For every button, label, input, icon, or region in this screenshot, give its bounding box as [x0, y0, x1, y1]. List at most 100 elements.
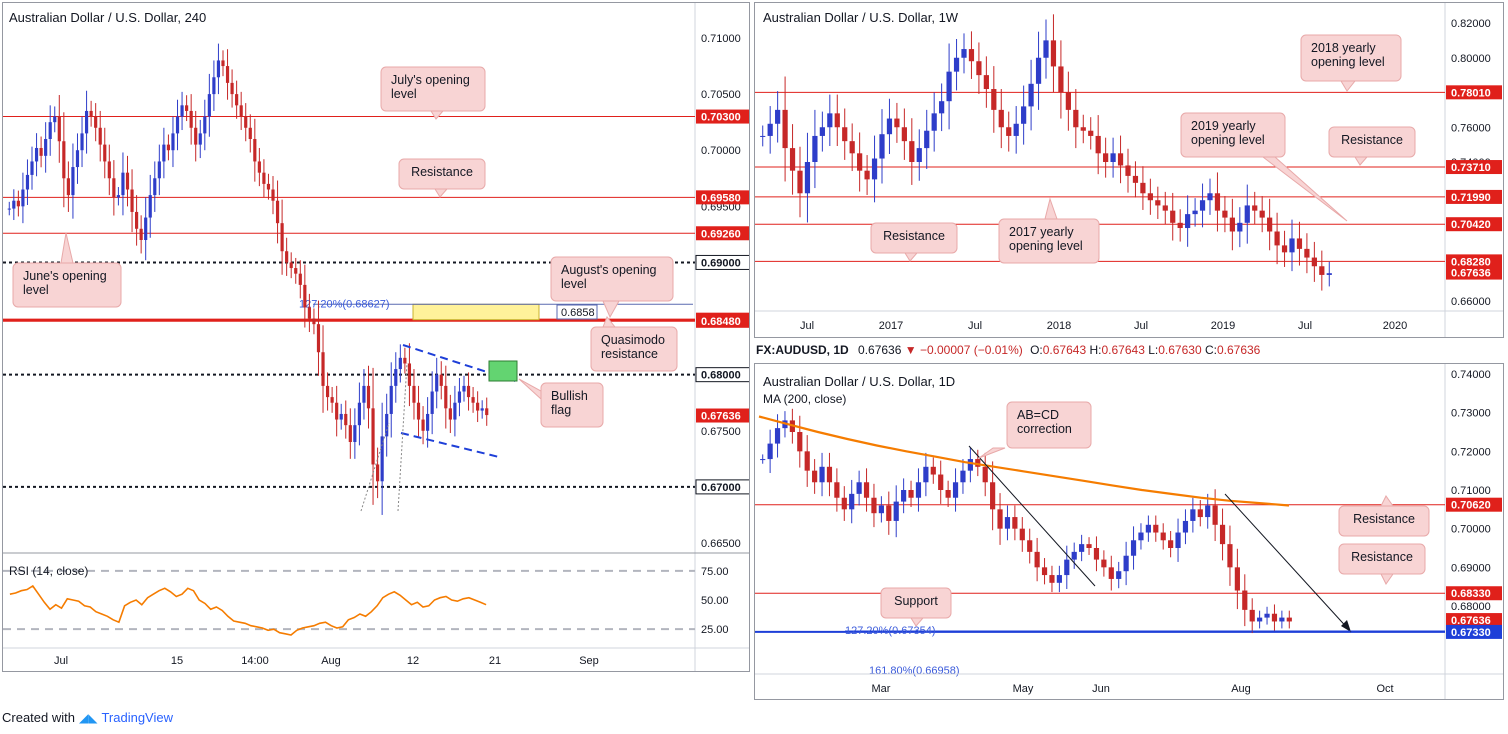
- c2-candle: [1095, 135, 1101, 154]
- c3-price-label: 0.70620: [1451, 500, 1491, 512]
- c1-callout-july-line-0: July's opening: [391, 73, 470, 87]
- c1-candle: [235, 94, 239, 106]
- c1-candle: [216, 60, 221, 78]
- c2-candle: [1043, 40, 1049, 58]
- c3-candle: [975, 459, 981, 467]
- c2-xtick: Jul: [1298, 320, 1312, 332]
- c3-candle: [1249, 609, 1255, 622]
- c1-candle: [39, 147, 43, 156]
- c2-candle: [775, 109, 781, 124]
- c2-candle: [879, 134, 885, 159]
- c1-candle: [412, 385, 416, 403]
- c1-candle: [421, 419, 425, 431]
- c3-candle: [1205, 505, 1211, 518]
- c2-candle: [1147, 193, 1153, 201]
- low-label: L:: [1148, 343, 1159, 357]
- chart-daily-title: Australian Dollar / U.S. Dollar, 1D: [763, 374, 956, 389]
- c3-candle: [1049, 575, 1055, 583]
- c3-candle: [982, 466, 988, 483]
- c3-ytick: 0.74000: [1451, 369, 1491, 381]
- c1-candle: [80, 133, 84, 151]
- c2-candle: [983, 75, 989, 90]
- c1-candle: [257, 161, 261, 173]
- c1-candle: [198, 133, 202, 145]
- c2-price-label-bg: [1446, 160, 1502, 175]
- c3-candle: [997, 509, 1003, 529]
- c2-price-label-bg: [1446, 85, 1502, 100]
- rsi-title: RSI (14, close): [9, 564, 88, 578]
- c1-price-label: 0.70300: [701, 112, 741, 124]
- c1-candle: [180, 105, 184, 117]
- c2-price-label: 0.78010: [1451, 87, 1491, 99]
- c1-candle: [435, 374, 439, 392]
- c3-ma200-line: [758, 415, 1290, 507]
- c1-candle: [416, 402, 421, 420]
- c1-price-label-bg: [696, 226, 749, 241]
- c2-candle: [1259, 210, 1265, 218]
- c3-callout-abcd-pointer: [978, 447, 1006, 459]
- close-value: 0.67636: [1216, 343, 1261, 357]
- c1-xtick: 12: [407, 655, 419, 667]
- c2-candle: [1035, 57, 1042, 84]
- c2-callout-resistance-bottom-line-0: Resistance: [883, 229, 945, 243]
- c3-candle: [930, 466, 936, 475]
- c1-candle: [366, 385, 371, 409]
- c1-callout-july-pointer: [430, 110, 445, 120]
- c3-candle: [915, 482, 922, 498]
- c1-candle: [207, 94, 211, 117]
- created-with-text: Created with: [2, 710, 75, 725]
- c2-candle: [1155, 200, 1161, 206]
- chart-4h-panel[interactable]: 0.71000 0.70500 0.70000 0.69500 0.67500 0.665…: [2, 2, 750, 672]
- c1-callout-flag-box: [540, 382, 604, 428]
- c1-candle: [148, 195, 152, 218]
- c2-candle: [1244, 205, 1250, 223]
- c1-candle: [394, 369, 398, 386]
- c2-candle: [1229, 217, 1235, 232]
- c3-candle: [1264, 613, 1270, 618]
- c1-callout-july-line-1: level: [391, 87, 417, 101]
- c3-candle: [1064, 559, 1070, 576]
- c1-price-label-bg: [696, 190, 749, 205]
- c1-candle: [189, 110, 193, 128]
- c3-candle: [834, 482, 840, 498]
- c2-candle: [797, 170, 803, 194]
- c2-candle: [1050, 40, 1057, 67]
- c1-candle: [157, 161, 161, 179]
- c1-candle: [303, 284, 307, 308]
- c2-candle: [1326, 273, 1332, 275]
- c2-candle: [1006, 127, 1012, 136]
- c3-candle: [1079, 544, 1085, 552]
- c2-ytick: 0.82000: [1451, 18, 1491, 30]
- c3-candle: [812, 470, 818, 483]
- c3-candle: [1086, 544, 1092, 548]
- c1-candle: [7, 208, 11, 210]
- c2-price-label: 0.73710: [1451, 162, 1491, 174]
- c1-candle: [185, 105, 189, 111]
- c3-xtick: May: [1013, 683, 1034, 695]
- c2-xtick: Jul: [968, 320, 982, 332]
- chart-weekly-panel[interactable]: 0.820000.800000.760000.740000.680000.660…: [754, 2, 1504, 338]
- c3-candle: [878, 505, 884, 514]
- c2-candle: [842, 127, 848, 142]
- c1-candle: [262, 172, 266, 184]
- c2-candle: [1117, 153, 1124, 166]
- tradingview-brand[interactable]: TradingView: [101, 710, 173, 725]
- c1-candle: [389, 385, 393, 414]
- c1-price-label-bg: [696, 109, 749, 124]
- c1-xtick: Jul: [54, 655, 68, 667]
- c2-candle: [1222, 210, 1228, 218]
- c3-candle: [901, 490, 907, 502]
- ohlc-strip: FX:AUDUSD, 1D 0.67636 ▼ −0.00007 (−0.01%…: [756, 343, 1260, 357]
- c1-candle: [357, 402, 361, 426]
- c1-candle: [289, 262, 293, 269]
- c2-candle: [1132, 175, 1139, 183]
- price-change: −0.00007 (−0.01%): [919, 343, 1023, 357]
- c3-candle: [1041, 567, 1048, 576]
- c1-candle: [371, 408, 375, 465]
- c3-callout-support-pointer: [910, 617, 925, 627]
- c2-xtick: 2017: [879, 320, 903, 332]
- c3-candle: [1190, 509, 1196, 521]
- c2-candle: [827, 113, 833, 128]
- chart-daily-panel[interactable]: 0.74000 0.73000 0.72000 0.71000 0.70000 0.690…: [754, 363, 1504, 700]
- c1-candle: [57, 116, 61, 142]
